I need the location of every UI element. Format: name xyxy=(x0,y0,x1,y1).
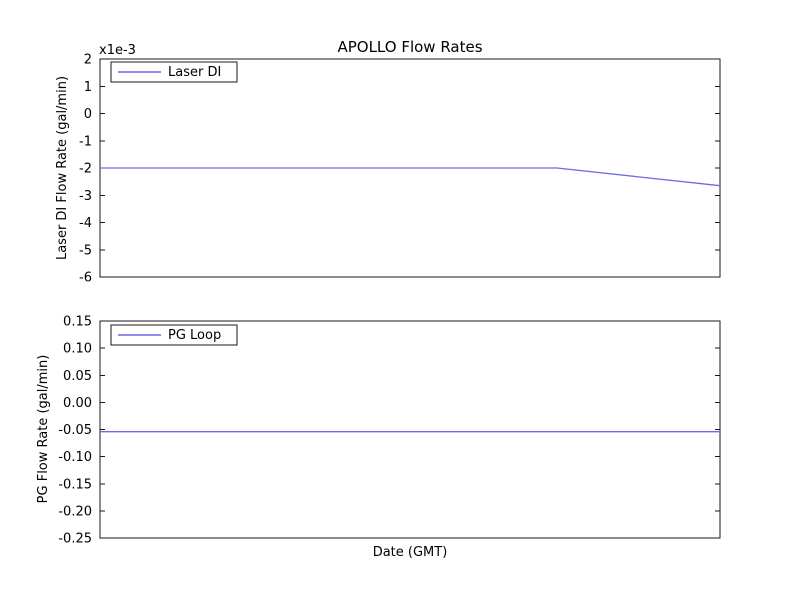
bottom-plot-dynamic: 0.15 0.10 0.05 0.00 -0.05 -0.10 -0.15 -0.20 -0.2… xyxy=(58,315,720,547)
y-tick-label: -4 xyxy=(79,216,92,231)
bottom-legend-label: PG Loop xyxy=(168,328,221,343)
y-tick-label: 0 xyxy=(84,107,92,122)
bottom-legend-box xyxy=(110,324,238,346)
top-legend-label: Laser DI xyxy=(168,65,221,80)
bottom-y-axis-label: PG Flow Rate (gal/min) xyxy=(36,355,51,504)
chart-title: APOLLO Flow Rates xyxy=(337,38,482,56)
y-tick-label: 0.00 xyxy=(63,396,92,411)
top-y-axis-label: Laser DI Flow Rate (gal/min) xyxy=(55,76,70,260)
y-tick-label: -3 xyxy=(79,189,92,204)
series-line-laser-di xyxy=(100,167,721,187)
top-plot-dynamic: 2 1 0 -1 -2 -3 -4 -5 -6 xyxy=(79,53,721,286)
y-tick-label: 1 xyxy=(84,80,92,95)
y-tick-label: -1 xyxy=(79,134,92,149)
y-tick-label: 0.05 xyxy=(63,369,92,384)
y-tick-label: -0.20 xyxy=(58,504,92,519)
y-tick-label: -0.15 xyxy=(58,477,92,492)
top-legend-box xyxy=(110,61,238,83)
top-legend: Laser DI xyxy=(110,61,238,83)
y-offset-multiplier-label: x1e-3 xyxy=(99,43,136,58)
y-tick-label: -6 xyxy=(79,271,92,286)
x-axis-label: Date (GMT) xyxy=(373,545,448,560)
y-tick-label: 0.15 xyxy=(63,315,92,330)
y-tick-label: -5 xyxy=(79,243,92,258)
y-tick-label: -2 xyxy=(79,162,92,177)
y-tick-label: -0.10 xyxy=(58,450,92,465)
y-tick-label: -0.25 xyxy=(58,532,92,547)
top-plot-area: 2 1 0 -1 -2 -3 -4 -5 -6 Laser DI xyxy=(79,53,721,286)
y-tick-label: 0.10 xyxy=(63,342,92,357)
bottom-plot-area: 0.15 0.10 0.05 0.00 -0.05 -0.10 -0.15 -0.20 -0.2… xyxy=(58,315,721,547)
y-tick-label: 2 xyxy=(84,53,92,68)
bottom-legend: PG Loop xyxy=(110,324,238,346)
y-tick-label: -0.05 xyxy=(58,423,92,438)
